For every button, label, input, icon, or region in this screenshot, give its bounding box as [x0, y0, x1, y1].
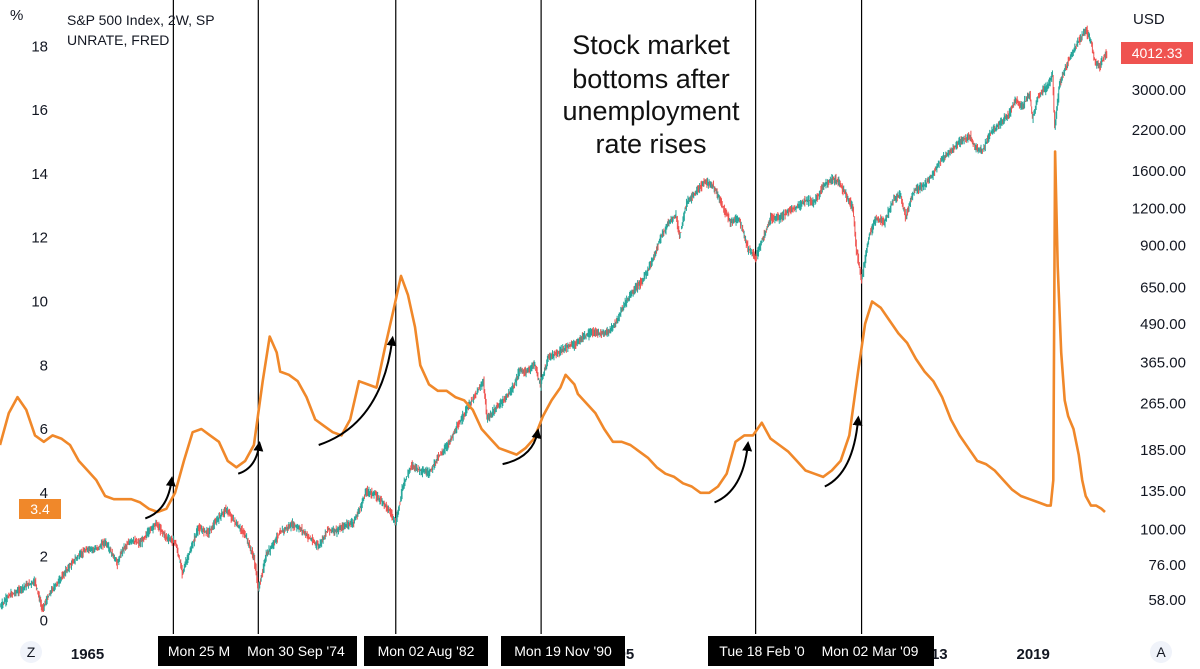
date-label-box	[158, 636, 240, 666]
left-tick-label: 6	[40, 421, 48, 438]
date-label-box	[806, 636, 934, 666]
right-tick-label: 650.00	[1140, 280, 1186, 297]
right-axis-unit: USD	[1133, 11, 1165, 28]
left-tick-label: 4	[40, 485, 48, 502]
vertical-markers	[172, 0, 863, 634]
arrow	[502, 428, 542, 466]
x-tick-label: 1965	[71, 646, 104, 663]
right-tick-label: 3000.00	[1132, 82, 1186, 99]
unrate-badge-value: 3.4	[30, 501, 50, 517]
legend-spx: S&P 500 Index, 2W, SP	[67, 12, 215, 28]
x-tick-label: 2019	[1017, 646, 1050, 663]
crosshair-date-labels: Mon 25 M Mon 30 Sep '74 Mon 02 Aug '82 Mon …	[158, 636, 934, 666]
left-tick-label: 14	[31, 166, 48, 183]
annotation: Stock market bottoms after unemployment …	[562, 30, 740, 159]
date-label-box	[501, 636, 625, 666]
right-tick-label: 1600.00	[1132, 163, 1186, 180]
date-label: Mon 25 M	[168, 643, 230, 659]
left-tick-label: 18	[31, 38, 48, 55]
right-tick-label: 185.00	[1140, 442, 1186, 459]
left-axis-unit: %	[10, 7, 23, 24]
zoom-button-label[interactable]: Z	[27, 644, 36, 660]
annotation-line-4: rate rises	[595, 129, 706, 159]
legend-unrate: UNRATE, FRED	[67, 32, 169, 48]
spx-badge-value: 4012.33	[1132, 45, 1183, 61]
left-tick-label: 12	[31, 230, 48, 247]
date-label: Mon 02 Mar '09	[822, 643, 919, 659]
date-label: Mon 30 Sep '74	[247, 643, 345, 659]
spx-series	[0, 25, 1108, 613]
arrows	[144, 335, 863, 520]
unrate-value-badge: 3.4	[19, 499, 61, 519]
arrow	[237, 441, 264, 475]
auto-scale-button[interactable]: A	[1150, 641, 1172, 663]
zoom-button[interactable]: Z	[20, 641, 42, 663]
left-tick-label: 10	[31, 293, 48, 310]
spx-value-badge: 4012.33	[1121, 42, 1193, 64]
unrate-badge-bg	[19, 499, 61, 519]
right-tick-label: 265.00	[1140, 396, 1186, 413]
right-tick-label: 76.00	[1148, 557, 1186, 574]
right-tick-label: 58.00	[1148, 592, 1186, 609]
annotation-line-3: unemployment	[562, 96, 740, 126]
auto-scale-button-bg[interactable]	[1150, 641, 1172, 663]
left-tick-label: 8	[40, 357, 48, 374]
date-label-box	[235, 636, 357, 666]
arrow	[144, 476, 176, 520]
right-tick-label: 490.00	[1140, 316, 1186, 333]
zoom-button-bg[interactable]	[20, 641, 42, 663]
right-tick-label: 100.00	[1140, 522, 1186, 539]
right-axis-ticks: 58.00 76.00 100.00 135.00 185.00 265.00 365.00…	[1132, 82, 1186, 609]
date-label: Mon 02 Aug '82	[378, 643, 475, 659]
date-label-box	[364, 636, 488, 666]
right-tick-label: 135.00	[1140, 483, 1186, 500]
left-tick-label: 2	[40, 549, 48, 566]
left-tick-label: 0	[40, 612, 48, 629]
arrow	[824, 415, 863, 488]
spx-badge-bg	[1121, 42, 1193, 64]
date-label: Mon 19 Nov '90	[514, 643, 612, 659]
date-label-box	[708, 636, 816, 666]
annotation-line-2: bottoms after	[572, 64, 730, 94]
arrow	[318, 335, 397, 446]
unrate-series	[0, 150, 1106, 514]
annotation-line-1: Stock market	[572, 30, 730, 60]
right-tick-label: 900.00	[1140, 238, 1186, 255]
right-tick-label: 365.00	[1140, 354, 1186, 371]
left-axis-ticks: 0 2 4 6 8 10 12 14 16 18	[31, 38, 48, 629]
left-tick-label: 16	[31, 102, 48, 119]
date-label: Tue 18 Feb '0	[719, 643, 805, 659]
right-tick-label: 1200.00	[1132, 200, 1186, 217]
auto-scale-button-label[interactable]: A	[1156, 644, 1166, 660]
right-tick-label: 2200.00	[1132, 122, 1186, 139]
unrate-line	[0, 150, 1106, 514]
arrow	[714, 441, 753, 504]
